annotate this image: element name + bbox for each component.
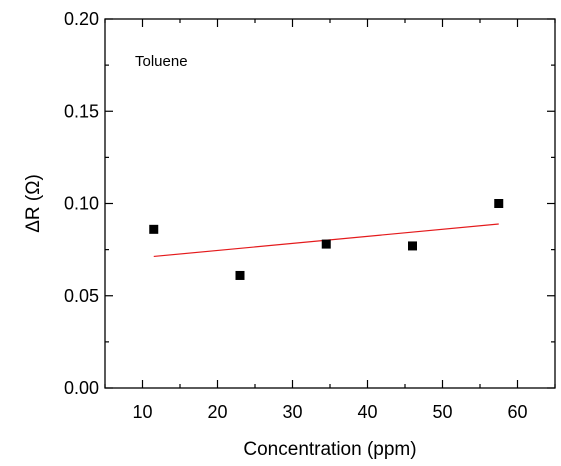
y-tick-label: 0.15 <box>64 101 99 121</box>
x-tick-label: 50 <box>432 402 452 422</box>
x-tick-label: 20 <box>207 402 227 422</box>
y-tick-label: 0.20 <box>64 9 99 29</box>
y-axis: 0.00 0.05 0.10 0.15 0.20 <box>64 9 555 398</box>
annotation-toluene: Toluene <box>135 53 188 70</box>
data-point <box>149 224 159 234</box>
x-tick-label: 40 <box>357 402 377 422</box>
data-points <box>149 199 504 280</box>
data-point <box>494 199 504 208</box>
data-point <box>321 239 331 249</box>
y-tick-label: 0.00 <box>64 378 99 398</box>
y-axis-title: ΔR (Ω) <box>23 174 44 233</box>
data-point <box>408 241 417 251</box>
x-axis: 10 20 30 40 50 60 <box>104 19 556 422</box>
y-tick-label: 0.10 <box>64 194 99 214</box>
data-point <box>235 270 245 280</box>
x-axis-title: Concentration (ppm) <box>243 439 416 460</box>
x-tick-label: 10 <box>132 402 152 422</box>
x-tick-label: 60 <box>507 402 527 422</box>
x-tick-label: 30 <box>282 402 302 422</box>
plot-frame <box>104 18 556 389</box>
y-tick-label: 0.05 <box>64 286 99 306</box>
